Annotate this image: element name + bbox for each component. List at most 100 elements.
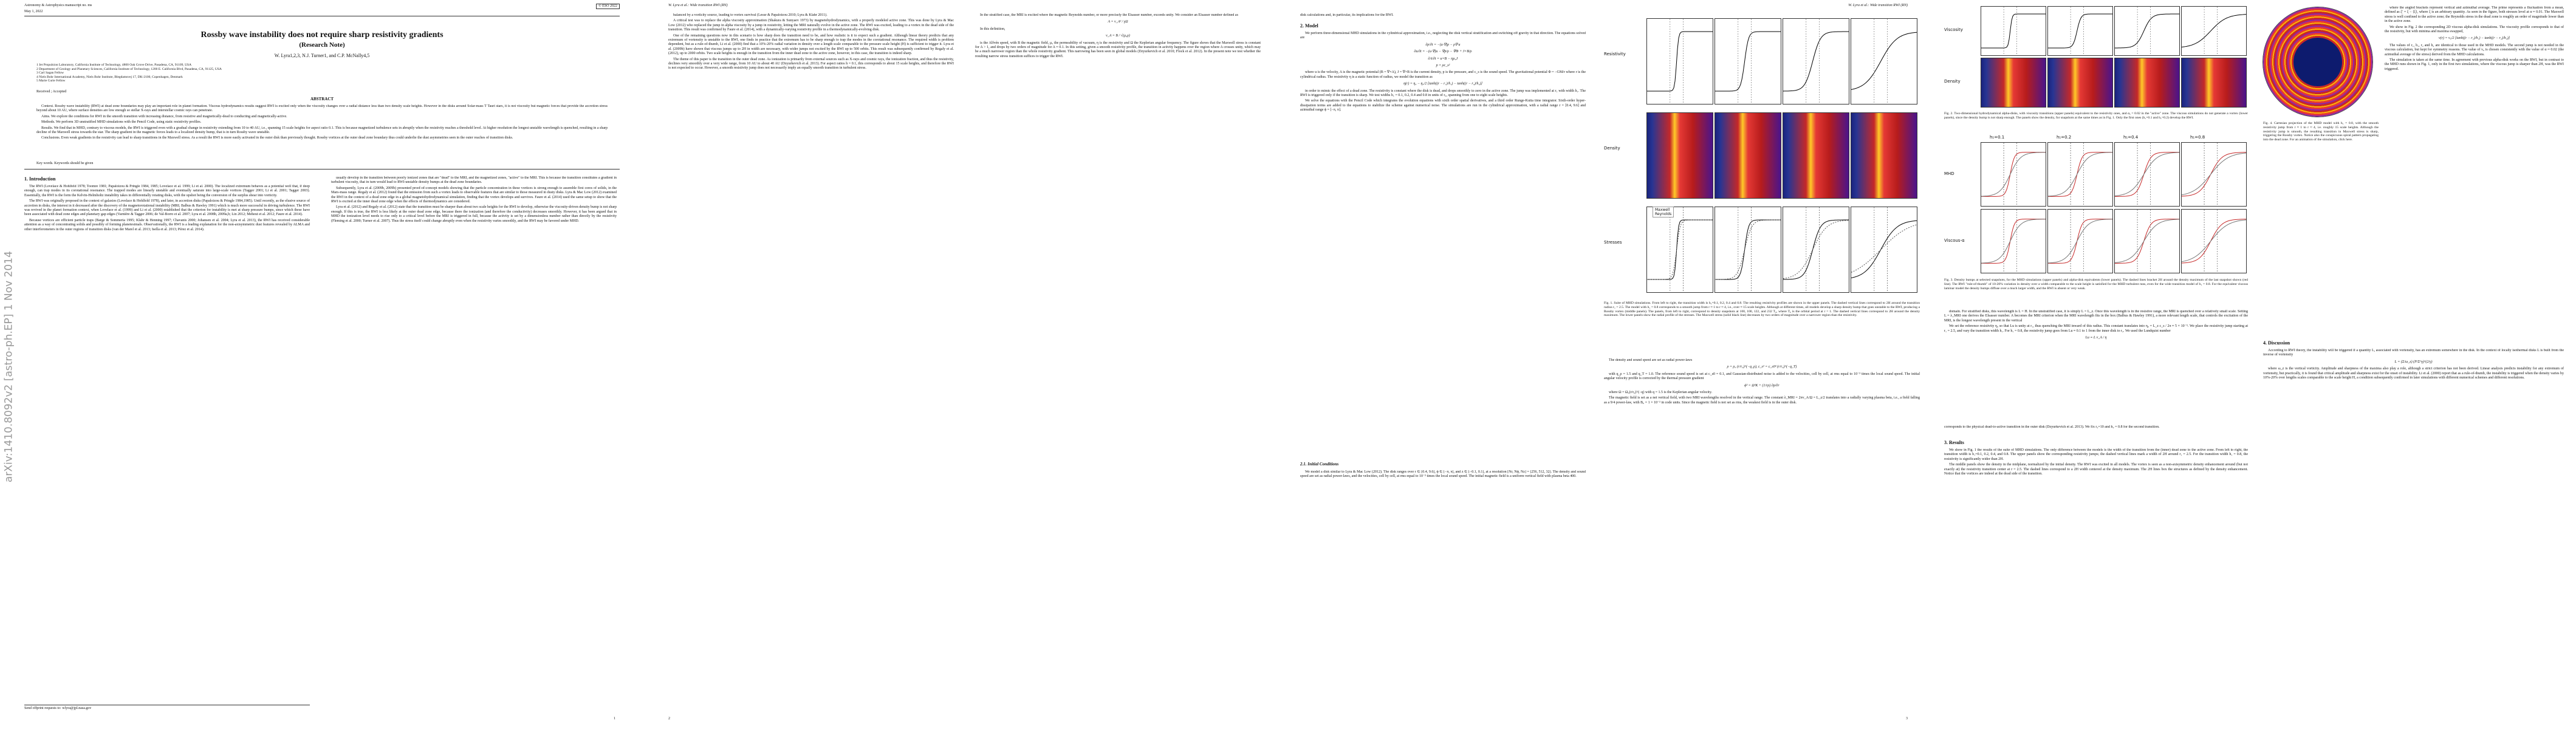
paragraph: The RWI was originally proposed in the c…	[24, 199, 310, 217]
equation: ν(r) = ν₀/2 [tanh((r − r₁)/h₁) − tanh((r…	[2438, 36, 2510, 41]
curve-line	[1851, 224, 1917, 273]
affiliations: 1 Jet Propulsion Laboratory, California …	[36, 63, 608, 83]
curve	[1647, 19, 1713, 104]
page-number: 2	[668, 717, 670, 720]
paragraph: The simulation is taken at the same time…	[2385, 58, 2564, 71]
affiliation: 1 Jet Propulsion Laboratory, California …	[36, 63, 192, 67]
figure-panel	[1646, 18, 1713, 104]
column: The RWI (Lovelace & Hohlfeld 1978; Toomr…	[24, 185, 310, 695]
curve	[2048, 7, 2112, 55]
affiliation: 3 Carl Sagan Fellow	[36, 71, 64, 75]
paragraph: The middle panels show the density in th…	[1944, 463, 2248, 476]
equation: ρ = ρ₀ (r/r₀)^(−q_ρ), c_s² = c_s0² (r/r₀…	[1727, 365, 1797, 369]
paragraph: disk calculations and, in particular, it…	[1300, 13, 1394, 17]
running-head: W. Lyra et al.: Wide transition RWI (RN)	[668, 4, 728, 7]
curve-line	[2048, 219, 2112, 264]
curve-line	[1981, 219, 2046, 264]
received: Received ; Accepted	[36, 90, 67, 94]
curve	[2115, 143, 2179, 206]
paragraph: where the angled brackets represent vert…	[2385, 6, 2564, 24]
section-heading: 2. Model	[1300, 23, 1318, 29]
paragraph: We perform three-dimensional MHD simulat…	[1300, 32, 1586, 40]
row-label: MHD	[1944, 171, 1954, 176]
paper-page: W. Lyra et al.: Wide transition RWI (RN)…	[1288, 0, 1932, 729]
paragraph: Methods. We perform 3D unstratified MHD …	[41, 120, 202, 125]
figure-panel	[2047, 6, 2113, 56]
panel-title: h₁=0.8	[2190, 135, 2205, 140]
equation: Lu ≡ L v_A / η	[2085, 336, 2107, 340]
paragraph: The density and sound speed are set as r…	[1609, 358, 1693, 362]
subsection-heading: 2.1. Initial Conditions	[1300, 462, 1339, 467]
column: According to RWI theory, the instability…	[2263, 349, 2564, 713]
text-line: disk calculations and, in particular, it…	[1300, 13, 1586, 19]
figure: Resistivity Density Stresses Maxwell Reynold…	[1604, 12, 1920, 298]
column: We model a disk similar to Lyra & Mac Lo…	[1300, 470, 1586, 713]
panel-title: h₁=0.2	[2057, 135, 2072, 140]
curve-line	[2182, 152, 2246, 196]
paragraph: The theme of this paper is the transitio…	[668, 57, 954, 70]
figure-panel	[1714, 207, 1781, 293]
date: May 1, 2022	[24, 10, 43, 13]
figure-panel	[1646, 112, 1713, 199]
section-heading: 4. Discussion	[2263, 340, 2290, 346]
curve-line	[2115, 152, 2179, 196]
section-heading: 3. Results	[1944, 440, 1964, 445]
inner-disk	[2293, 38, 2342, 86]
figure-panel	[1783, 207, 1849, 293]
paper-page: Viscosity Density Fig. 2. Two-dimensional…	[1932, 0, 2576, 729]
curve	[1647, 207, 1713, 292]
paragraph: A critical test was to replace the alpha…	[668, 19, 954, 32]
curve-line	[2182, 152, 2246, 197]
affiliation: 4 Niels Bohr International Academy, Niel…	[36, 75, 183, 79]
paragraph: One of the remaining questions now in th…	[668, 33, 954, 56]
figure-panel	[1851, 112, 1917, 199]
figure-panel	[1783, 18, 1849, 104]
figure-panel	[1981, 6, 2046, 56]
column: In the stratified case, the MRI is excit…	[975, 13, 1261, 712]
column: We perform three-dimensional MHD simulat…	[1300, 32, 1586, 457]
figure-panel	[2181, 58, 2247, 108]
paragraph: The RWI (Lovelace & Hohlfeld 1978; Toomr…	[24, 185, 310, 197]
curve-line	[1715, 219, 1781, 280]
equation: η(r) = η₀ − η₀/2 [tanh((r − r₁)/h₁) − ta…	[1403, 82, 1482, 86]
figure-panel	[1646, 207, 1713, 293]
paragraph: Subsequently, Lyra et al. (2009b, 2009b)…	[331, 186, 617, 204]
figure-panel	[2114, 58, 2180, 108]
figure-panel	[2047, 58, 2113, 108]
curve	[1783, 207, 1849, 292]
row-label: Stresses	[1604, 240, 1622, 245]
paragraph: domain. For stratified disks, this wavel…	[1944, 310, 2248, 323]
paragraph: corresponds to the physical dead-to-acti…	[1944, 425, 2160, 429]
column: The density and sound speed are set as r…	[1604, 358, 1920, 711]
legend: Maxwell Reynolds	[1653, 207, 1674, 217]
figure-panel	[2114, 6, 2180, 56]
running-head: W. Lyra et al.: Wide transition RWI (RN)	[1848, 4, 1908, 7]
equation: A = v_A² / γΩ	[1108, 20, 1128, 24]
curve	[1715, 207, 1781, 292]
affiliation: 5 Marie Curie Fellow	[36, 79, 66, 83]
paragraph: We model a disk similar to Lyra & Mac Lo…	[1300, 470, 1586, 479]
curve	[1783, 19, 1849, 104]
curve	[2115, 7, 2179, 55]
curve-line	[1783, 219, 1849, 280]
figure-panel	[1981, 142, 2046, 207]
figure-panel	[1851, 207, 1917, 293]
panel-title: h₁=0.1	[1990, 135, 2005, 140]
figure-caption: Fig. 1. Suite of MHD simulations. From l…	[1604, 301, 1920, 318]
figure-panel	[2114, 209, 2180, 273]
page-number: 1	[614, 717, 615, 720]
curve-line	[2182, 14, 2246, 48]
row-label: Resistivity	[1604, 52, 1626, 56]
curve	[1715, 19, 1781, 104]
curve	[1981, 7, 2046, 55]
row-label: Viscous-α	[1944, 238, 1965, 243]
curve-line	[2115, 13, 2179, 49]
curve-line	[1981, 219, 2046, 264]
curve-line	[1981, 152, 2046, 197]
paragraph: where Ω = Ω₀(r/r₀)^(−q) with q = 1.5 is …	[1609, 391, 1712, 395]
curve	[1981, 143, 2046, 206]
paragraph: We show in Fig. 2 the corresponding 2D v…	[2385, 25, 2564, 34]
curve	[2182, 143, 2246, 206]
paragraph: Context. Rossby wave instability (RWI) a…	[36, 104, 608, 113]
